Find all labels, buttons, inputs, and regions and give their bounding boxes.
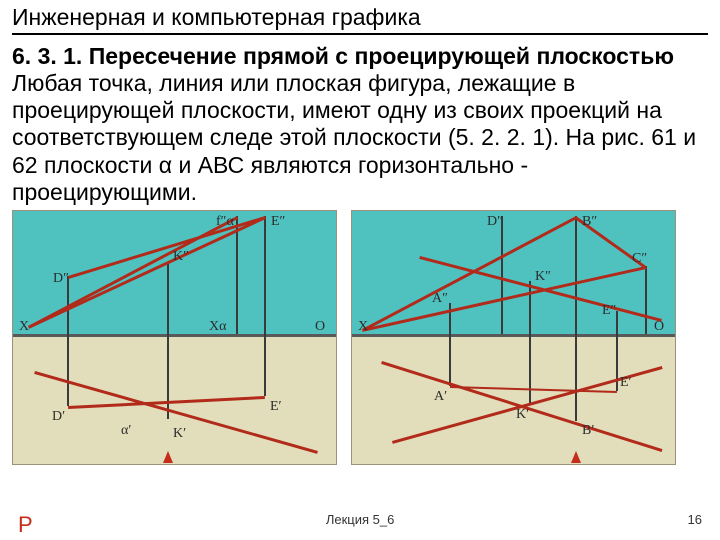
page-header: Инженерная и компьютерная графика [12, 4, 708, 31]
point-label: E′ [270, 399, 282, 415]
point-label: A′ [434, 389, 447, 405]
point-label: α′ [121, 423, 131, 439]
projection-line [264, 216, 266, 396]
projection-line [529, 281, 531, 403]
point-label: E″ [271, 214, 285, 230]
footer-center: Лекция 5_6 [326, 512, 395, 538]
point-label: Xα [209, 319, 226, 335]
figure-62: X O D″ B″ K″ A″ C″ E″ A′ K′ B′ E′ [351, 210, 676, 465]
section-number: 6. 3. 1. [12, 43, 82, 69]
point-label: D′ [52, 409, 65, 425]
point-label: D″ [53, 271, 69, 287]
point-label: K″ [535, 269, 551, 285]
point-label: X [19, 319, 29, 335]
footer-right: 16 [688, 512, 702, 538]
footer: Р Лекция 5_6 16 [0, 512, 720, 538]
point-label: X [358, 319, 368, 335]
body-paragraph: Любая точка, линия или плоская фигура, л… [0, 70, 720, 206]
point-label: f″α [216, 214, 234, 230]
point-label: C″ [632, 251, 647, 267]
figures-row: X Xα Of″α E″ K″ D″ D′ K′ E′ α′ X O D″ B″ K″ A″ C″ E″ A′ K′… [0, 206, 720, 465]
point-label: A″ [432, 291, 448, 307]
footer-left: Р [18, 512, 33, 538]
projection-line [236, 216, 238, 334]
point-label: K′ [173, 426, 186, 442]
point-label: O [315, 319, 325, 335]
header-underline [12, 33, 708, 35]
ground-line [352, 334, 675, 337]
section-title: 6. 3. 1. Пересечение прямой с проецирующ… [0, 43, 720, 70]
projection-line [167, 263, 169, 419]
projection-line [501, 216, 503, 334]
point-label: E′ [620, 375, 632, 391]
ground-line [13, 334, 336, 337]
point-label: D″ [487, 214, 503, 230]
point-label: B″ [582, 214, 597, 230]
projection-line [645, 266, 647, 334]
point-label: K″ [173, 249, 189, 265]
section-heading: Пересечение прямой с проецирующей плоско… [89, 43, 674, 69]
point-label: B′ [582, 423, 594, 439]
projection-line [67, 276, 69, 406]
point-label: E″ [602, 303, 616, 319]
point-label: O [654, 319, 664, 335]
arrow-up-icon [571, 451, 581, 463]
figure-61: X Xα Of″α E″ K″ D″ D′ K′ E′ α′ [12, 210, 337, 465]
arrow-up-icon [163, 451, 173, 463]
projection-line [449, 303, 451, 386]
point-label: K′ [516, 407, 529, 423]
